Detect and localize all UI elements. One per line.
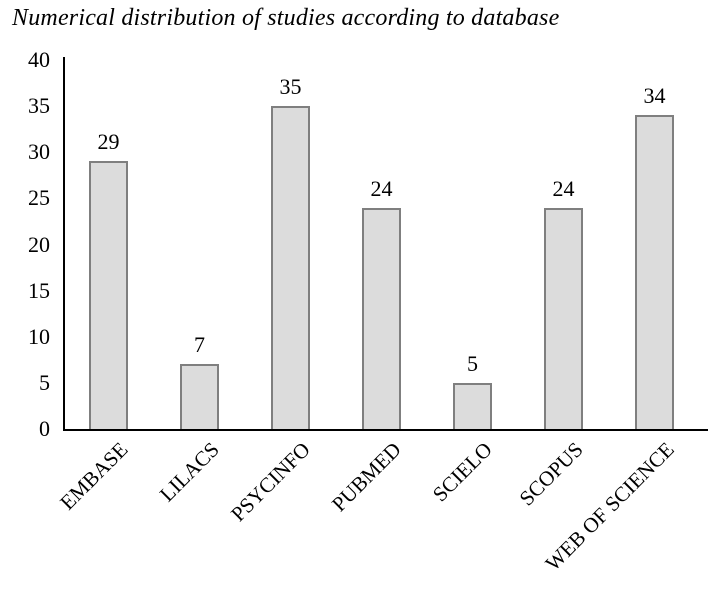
x-tick-label: PSYCINFO	[225, 437, 315, 527]
bar-value-label: 7	[194, 332, 205, 358]
x-tick-label: SCOPUS	[514, 437, 588, 511]
y-tick-label: 30	[28, 139, 50, 165]
x-tick-label: LILACS	[154, 437, 224, 507]
x-axis	[63, 429, 708, 431]
y-tick-label: 0	[39, 416, 50, 441]
bar-web-of-science	[635, 115, 674, 429]
bar-psycinfo	[271, 106, 310, 429]
bar-value-label: 24	[370, 175, 393, 201]
bar-value-label: 24	[552, 175, 575, 201]
x-tick-label: PUBMED	[326, 437, 406, 517]
bar-embase	[89, 161, 128, 429]
bar-scopus	[544, 207, 583, 429]
y-tick-label: 10	[28, 323, 50, 349]
y-tick-label: 5	[39, 369, 50, 395]
bar-scielo	[453, 382, 492, 429]
bar-value-label: 34	[643, 83, 666, 109]
x-tick-label: SCIELO	[427, 437, 497, 507]
y-tick-label: 40	[28, 47, 50, 72]
x-tick-label: EMBASE	[55, 437, 133, 515]
bar-pubmed	[362, 207, 401, 429]
y-tick-label: 25	[28, 185, 50, 211]
y-tick-label: 15	[28, 277, 50, 303]
y-axis	[63, 57, 65, 431]
bar-value-label: 5	[467, 350, 478, 376]
bar-value-label: 35	[279, 74, 302, 100]
bar-lilacs	[180, 364, 219, 429]
y-tick-label: 35	[28, 93, 50, 119]
y-tick-label: 20	[28, 231, 50, 257]
bar-value-label: 29	[97, 129, 120, 155]
chart-title: Numerical distribution of studies accord…	[12, 5, 560, 31]
